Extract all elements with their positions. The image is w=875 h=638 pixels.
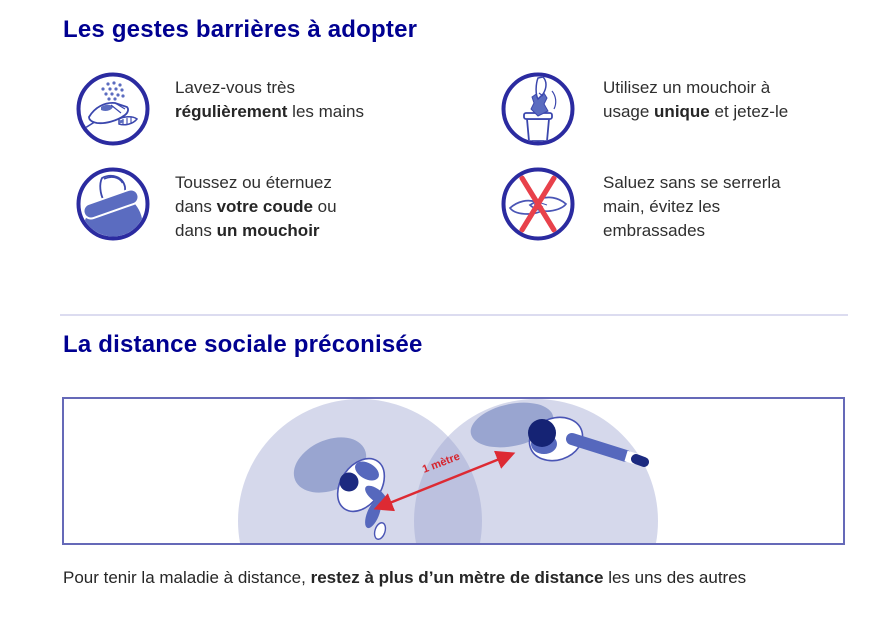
text-segment: ou dans: [175, 197, 337, 240]
gesture-text-no-handshake: Saluez sans se serrerla main, évitez les…: [603, 171, 808, 243]
text-segment-bold: régulièrement: [175, 102, 288, 121]
text-segment: Utilisez un mouchoir à usage: [603, 78, 771, 121]
text-segment: les uns des autres: [603, 568, 747, 587]
text-segment-bold: unique: [654, 102, 710, 121]
distance-arrow: [373, 450, 516, 512]
distance-illustration-graphic: 1 mètre: [238, 399, 658, 543]
text-segment: et jetez-le: [709, 102, 789, 121]
gesture-text-cough-elbow: Toussez ou éternuez dans votre coude ou …: [175, 171, 365, 243]
person-right: [470, 402, 649, 467]
no-handshake-icon: [501, 167, 575, 241]
text-segment: Toussez ou éternuez dans: [175, 173, 332, 216]
text-segment: Pour tenir la maladie à distance,: [63, 568, 311, 587]
text-segment: Saluez sans se serrerla main, évitez les…: [603, 173, 781, 240]
text-segment-bold: un mouchoir: [216, 221, 320, 240]
section-divider: [60, 314, 848, 316]
distance-caption: Pour tenir la maladie à distance, restez…: [63, 565, 768, 591]
wash-hands-icon: [76, 72, 150, 146]
gesture-text-wash-hands: Lavez-vous très régulièrement les mains: [175, 76, 405, 124]
gestures-section-title: Les gestes barrières à adopter: [63, 16, 418, 43]
gesture-text-tissue: Utilisez un mouchoir à usage unique et j…: [603, 76, 818, 124]
text-segment: les mains: [287, 102, 364, 121]
tissue-icon: [501, 72, 575, 146]
distance-section-title: La distance sociale préconisée: [63, 331, 423, 358]
text-segment: Lavez-vous très: [175, 78, 295, 97]
text-segment-bold: restez à plus d’un mètre de distance: [310, 568, 604, 587]
text-segment-bold: votre coude: [216, 197, 313, 216]
cough-elbow-icon: [76, 167, 150, 241]
distance-illustration-box: 1 mètre: [62, 397, 845, 545]
